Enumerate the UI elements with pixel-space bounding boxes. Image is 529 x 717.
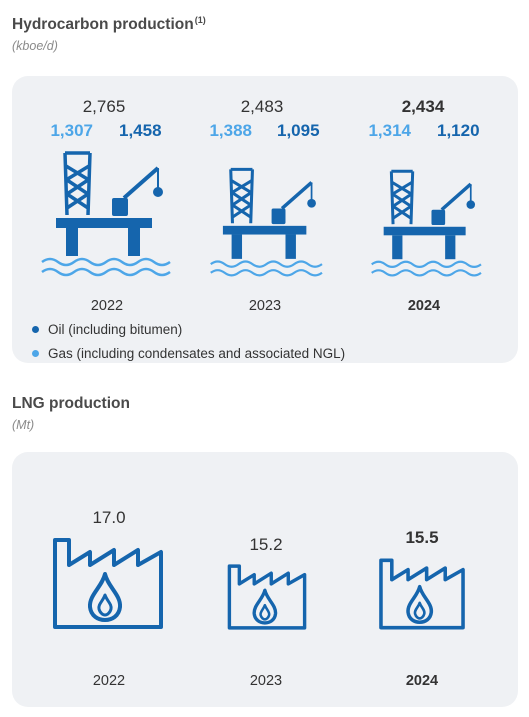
hc-total-2022: 2,765 <box>82 97 126 116</box>
hc-oil-2022: 1,458 <box>119 121 162 140</box>
hydrocarbon-title-text: Hydrocarbon production <box>12 16 194 34</box>
hc-gas-2023: 1,388 <box>209 121 252 140</box>
legend-oil: Oil (including bitumen) <box>32 322 182 337</box>
hc-oil-2024: 1,120 <box>437 121 480 140</box>
hc-oil-2023: 1,095 <box>277 121 320 140</box>
lng-value-2023: 15.2 <box>249 535 283 554</box>
lng-year-2023: 2023 <box>249 673 283 689</box>
hc-gas-2022: 1,307 <box>50 121 93 140</box>
lng-value-2022: 17.0 <box>92 508 126 527</box>
offshore-platform-icon <box>371 169 482 277</box>
legend-gas-dot <box>32 350 39 357</box>
lng-value-2024: 15.5 <box>405 528 439 547</box>
lng-unit: (Mt) <box>12 418 35 432</box>
legend-oil-label: Oil (including bitumen) <box>48 322 183 337</box>
hc-total-2023: 2,483 <box>240 97 284 116</box>
footnote-marker: (1) <box>194 15 206 25</box>
factory-flame-icon <box>379 558 465 630</box>
hc-gas-2024: 1,314 <box>368 121 411 140</box>
lng-title: LNG production <box>12 395 130 412</box>
hc-year-2024: 2024 <box>407 298 441 314</box>
lng-panel <box>12 452 518 707</box>
legend-gas: Gas (including condensates and associate… <box>32 346 345 361</box>
offshore-platform-icon <box>41 151 171 277</box>
hc-year-2022: 2022 <box>90 298 124 314</box>
hc-total-2024: 2,434 <box>401 97 445 116</box>
offshore-platform-icon <box>210 167 323 277</box>
hydrocarbon-title: Hydrocarbon production(1) <box>12 15 206 34</box>
lng-year-2024: 2024 <box>405 673 439 689</box>
lng-year-2022: 2022 <box>92 673 126 689</box>
legend-gas-label: Gas (including condensates and associate… <box>48 346 346 361</box>
factory-flame-icon <box>227 564 307 630</box>
factory-flame-icon <box>53 538 163 629</box>
hc-year-2023: 2023 <box>248 298 282 314</box>
hydrocarbon-unit: (kboe/d) <box>12 39 58 53</box>
legend-oil-dot <box>32 326 39 333</box>
